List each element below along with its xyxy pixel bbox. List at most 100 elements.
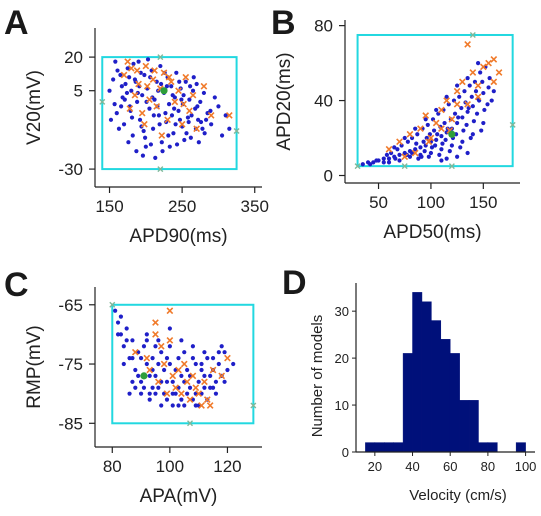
panel-c-model-point (130, 338, 135, 343)
panel-c-y-tick-label: -65 (58, 296, 83, 315)
panel-a-model-point (176, 108, 181, 113)
panel-a-model-point (163, 110, 168, 116)
panel-b-model-point (458, 145, 463, 150)
panel-a-model-point (166, 133, 171, 138)
histogram-bar (374, 442, 385, 453)
panel-b-model-point (431, 128, 437, 133)
panel-a-range-box (101, 56, 238, 171)
panel-c-box-marker (250, 402, 257, 409)
panel-a-model-point (116, 126, 122, 131)
panel-c-model-point (150, 385, 155, 390)
panel-c-model-point (118, 332, 124, 337)
panel-a-model-point (166, 102, 172, 107)
panel-b-model-point (439, 134, 444, 139)
scatter-panel-a: 150 250 350 20 5 -30 APD90(ms) V20(mV) (24, 28, 269, 247)
panel-a-model-point (131, 61, 136, 66)
histogram-bar (449, 353, 460, 453)
panel-b-model-point (374, 158, 379, 163)
histogram-bar (384, 442, 394, 453)
panel-c-model-point (176, 356, 181, 361)
panel-c-model-point (130, 379, 135, 384)
panel-a-model-point (122, 97, 127, 102)
panel-b-model-point (485, 102, 490, 107)
panel-b-model-point (468, 135, 473, 141)
panel-a-experiment-point (133, 67, 141, 74)
panel-b-model-point (423, 117, 428, 122)
panel-c-model-point (138, 379, 144, 384)
panel-b-model-point (456, 115, 461, 120)
panel-c-model-point (190, 344, 195, 349)
panel-c-model-point (219, 344, 224, 349)
panel-c-model-point (150, 356, 155, 361)
panel-a-experiment-point (186, 107, 193, 115)
panel-c-experiment-point (152, 331, 159, 338)
panel-a-x-tick-label: 150 (95, 197, 123, 216)
panel-c-model-point (136, 373, 141, 378)
panel-b-model-point (434, 107, 439, 113)
panel-d-y-tick-label: 20 (335, 351, 349, 366)
panel-c-experiment-point (157, 342, 165, 350)
panel-c-baseline-point (140, 372, 148, 380)
panel-b-model-point (467, 83, 472, 88)
panel-c-box-marker (109, 301, 116, 308)
panel-a-x-axis-label: APD90(ms) (129, 226, 227, 247)
panel-c-model-point (176, 403, 181, 408)
panel-b-model-point (419, 154, 424, 159)
panel-b-range-box (356, 33, 514, 168)
panel-c-model-point (147, 373, 152, 378)
panel-a-model-point (216, 104, 221, 109)
panel-c-model-point (164, 379, 170, 384)
panel-b-model-point (399, 143, 404, 148)
panel-a-experiment-point (138, 109, 146, 117)
panel-b-model-point (418, 145, 423, 150)
panel-c-model-point (138, 391, 144, 396)
panel-b-experiment-point (464, 40, 471, 48)
panel-b-model-point (397, 158, 402, 163)
panel-b-model-point (481, 90, 486, 96)
panel-c-model-point (205, 356, 210, 361)
panel-b-model-point (368, 162, 373, 167)
panel-c-experiment-point (206, 402, 214, 409)
panel-c-model-point (133, 385, 138, 390)
panel-c-model-point (130, 356, 135, 361)
panel-b-model-point (462, 89, 467, 94)
panel-b-model-point (447, 149, 452, 154)
panel-b-model-point (461, 128, 466, 133)
panel-c-model-point (179, 373, 184, 378)
panel-c-model-point (182, 403, 187, 408)
panel-a-model-point (108, 117, 114, 122)
panel-b-model-point (486, 85, 491, 90)
panel-b-box-marker (354, 163, 361, 170)
panel-b-model-point (465, 75, 470, 81)
panel-b-experiment-point (396, 138, 403, 146)
panel-c-experiment-point (201, 378, 208, 386)
panel-a-experiment-point (189, 91, 197, 99)
panel-b-experiment-point (469, 69, 477, 76)
panel-b-box-marker (469, 31, 476, 38)
panel-a-model-point (181, 93, 186, 98)
panel-b-model-point (444, 94, 449, 99)
panel-b-model-point (389, 150, 394, 156)
panel-c-experiment-point (169, 372, 177, 380)
panel-d-x-axis-label: Velocity (cm/s) (409, 487, 507, 504)
panel-a-model-point (190, 88, 196, 93)
panel-c-experiment-point (203, 396, 211, 403)
panel-a-model-point (151, 113, 156, 118)
panel-a-model-point (169, 84, 174, 89)
panel-c-experiment-point (152, 319, 159, 326)
panel-a-experiment-point (180, 100, 187, 108)
panel-c-model-point (170, 391, 175, 396)
panel-b-baseline-point (448, 130, 456, 138)
panel-b-experiment-point (453, 100, 461, 108)
panel-a-model-point (209, 122, 214, 127)
panel-c-model-point (141, 344, 147, 349)
panel-c-experiment-point (224, 354, 231, 362)
panel-c-x-tick-label: 120 (213, 457, 241, 476)
panel-a-model-point (148, 142, 154, 147)
histogram-bar (365, 442, 376, 453)
panel-b-x-axis-label: APD50(ms) (383, 222, 481, 243)
panel-c-model-point (167, 361, 172, 367)
histogram-bar (459, 400, 470, 453)
panel-a-model-point (129, 88, 134, 93)
panel-c-model-point (202, 350, 207, 355)
